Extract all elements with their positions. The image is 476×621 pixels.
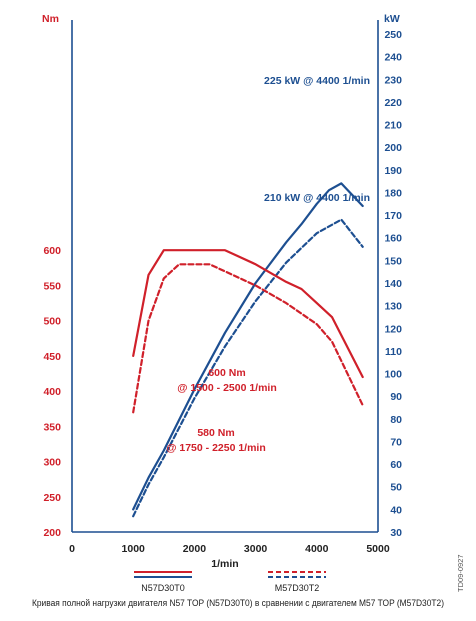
right-tick-label-190: 190 (384, 165, 402, 177)
series-power-n57d30t0 (132, 182, 364, 511)
left-tick-label-400: 400 (43, 386, 61, 398)
x-axis-ticks: 0 1000 2000 3000 4000 5000 (69, 543, 390, 555)
legend: N57D30T0 M57D30T2 (134, 571, 326, 593)
left-axis-ticks: 200 250 300 350 400 450 500 550 600 (43, 245, 61, 539)
annotation-power-n57: 225 kW @ 4400 1/min (264, 75, 370, 87)
series-layer (132, 182, 364, 518)
right-axis-unit: kW (384, 13, 400, 25)
annotation-power-m57: 210 kW @ 4400 1/min (264, 192, 370, 204)
right-tick-label-150: 150 (384, 255, 402, 267)
left-tick-label-300: 300 (43, 457, 61, 469)
right-tick-label-70: 70 (390, 436, 402, 448)
right-tick-label-100: 100 (384, 369, 402, 381)
chart-caption: Кривая полной нагрузки двигателя N57 TOP… (32, 598, 444, 608)
series-power-m57d30t2 (132, 218, 364, 518)
left-tick-label-600: 600 (43, 245, 61, 257)
right-tick-label-240: 240 (384, 52, 402, 64)
annotation-torque-m57-value: 580 Nm (197, 427, 234, 439)
left-tick-label-250: 250 (43, 492, 61, 504)
right-tick-label-80: 80 (390, 414, 402, 426)
right-tick-label-110: 110 (385, 346, 402, 358)
series-torque-n57d30t0 (132, 249, 364, 379)
annotation-torque-n57-range: @ 1500 - 2500 1/min (177, 382, 277, 394)
right-tick-label-230: 230 (384, 74, 402, 86)
right-tick-label-140: 140 (384, 278, 402, 290)
legend-label-n57: N57D30T0 (141, 583, 185, 593)
right-tick-label-220: 220 (384, 97, 402, 109)
right-tick-label-120: 120 (384, 323, 402, 335)
left-tick-label-200: 200 (43, 527, 61, 539)
x-tick-label-1000: 1000 (122, 543, 146, 555)
right-tick-label-90: 90 (390, 391, 402, 403)
annotation-torque-n57-value: 600 Nm (208, 367, 245, 379)
right-tick-label-210: 210 (384, 120, 402, 132)
x-tick-label-4000: 4000 (305, 543, 329, 555)
x-tick-label-5000: 5000 (366, 543, 390, 555)
right-tick-label-60: 60 (390, 459, 402, 471)
right-tick-label-250: 250 (384, 29, 402, 41)
right-tick-label-200: 200 (384, 142, 402, 154)
series-torque-m57d30t2 (132, 263, 364, 414)
right-axis-ticks: 30 40 50 60 70 80 90 100 110 120 130 140 150 160 170 18… (384, 29, 402, 539)
legend-label-m57: M57D30T2 (275, 583, 320, 593)
x-tick-label-3000: 3000 (244, 543, 268, 555)
right-tick-label-130: 130 (384, 301, 402, 313)
left-tick-label-450: 450 (43, 351, 61, 363)
annotation-torque-m57-range: @ 1750 - 2250 1/min (166, 442, 266, 454)
x-tick-label-2000: 2000 (183, 543, 207, 555)
figure-code: TD09-0927 (456, 554, 465, 592)
right-tick-label-170: 170 (384, 210, 402, 222)
left-tick-label-350: 350 (43, 421, 61, 433)
x-axis-label: 1/min (211, 558, 238, 570)
right-tick-label-50: 50 (390, 482, 402, 494)
right-tick-label-40: 40 (390, 504, 402, 516)
left-tick-label-500: 500 (43, 316, 61, 328)
left-axis-unit: Nm (42, 13, 59, 25)
x-tick-label-0: 0 (69, 543, 75, 555)
right-tick-label-160: 160 (384, 233, 402, 245)
right-tick-label-30: 30 (390, 527, 402, 539)
left-tick-label-550: 550 (43, 280, 61, 292)
right-tick-label-180: 180 (384, 187, 402, 199)
